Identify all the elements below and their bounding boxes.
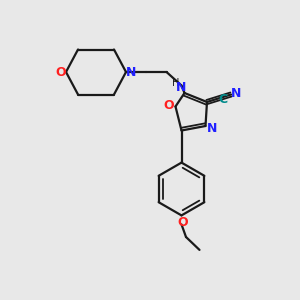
Text: N: N	[126, 65, 136, 79]
Text: N: N	[231, 86, 242, 100]
Text: C: C	[218, 93, 227, 106]
Text: O: O	[55, 65, 66, 79]
Text: O: O	[164, 99, 174, 112]
Text: O: O	[177, 215, 188, 229]
Text: H: H	[172, 77, 180, 88]
Text: N: N	[176, 81, 186, 94]
Text: N: N	[207, 122, 217, 135]
